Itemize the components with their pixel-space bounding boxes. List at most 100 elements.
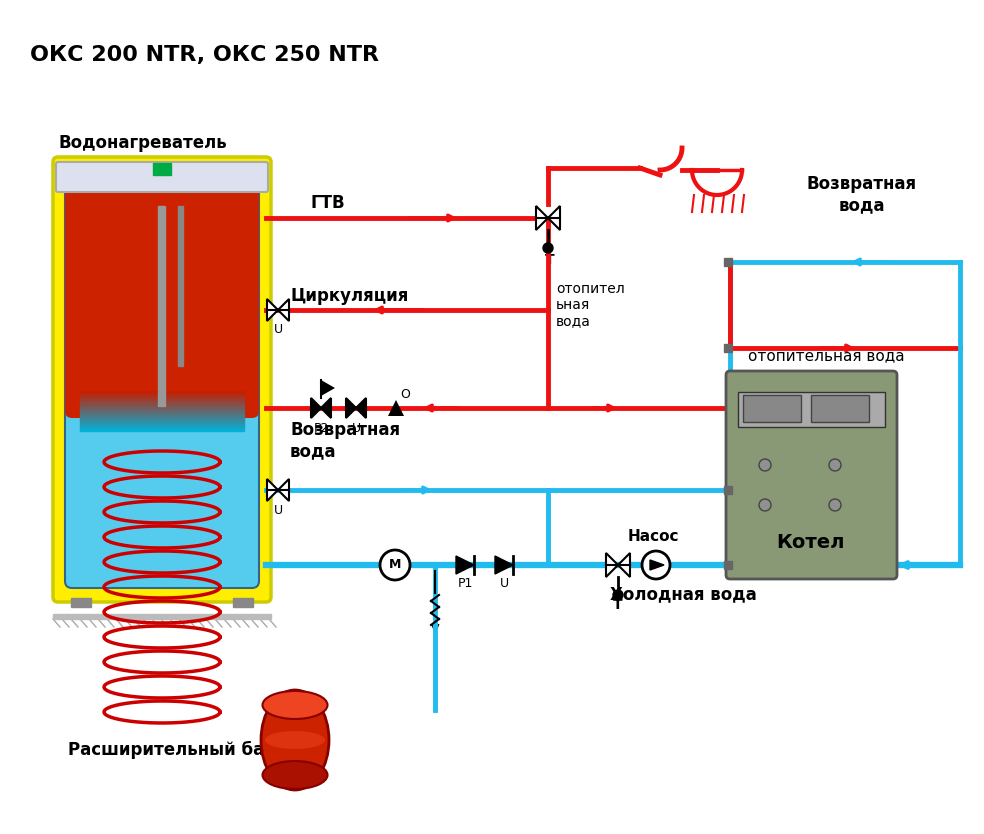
Bar <box>80 398 244 399</box>
Bar <box>80 429 244 430</box>
Polygon shape <box>536 206 548 230</box>
Text: P2: P2 <box>313 422 329 435</box>
Polygon shape <box>346 398 356 418</box>
Circle shape <box>380 550 410 580</box>
Polygon shape <box>356 398 366 418</box>
Polygon shape <box>650 560 664 570</box>
Text: Водонагреватель: Водонагреватель <box>58 134 226 152</box>
Bar <box>80 397 244 398</box>
Bar <box>80 400 244 401</box>
Bar <box>80 411 244 412</box>
Bar <box>158 206 165 406</box>
Bar <box>80 395 244 396</box>
Text: Котел: Котел <box>776 534 845 552</box>
Bar <box>724 344 732 352</box>
Bar <box>80 428 244 429</box>
Text: T: T <box>545 253 555 267</box>
Text: Расширительный бак: Расширительный бак <box>68 741 276 759</box>
Polygon shape <box>456 556 474 574</box>
Bar <box>80 417 244 418</box>
Bar <box>80 419 244 420</box>
Polygon shape <box>267 299 278 321</box>
Bar <box>738 392 885 427</box>
Bar <box>80 430 244 431</box>
Polygon shape <box>267 479 278 501</box>
Bar <box>80 401 244 402</box>
Text: Холодная вода: Холодная вода <box>610 585 757 603</box>
Text: U: U <box>274 323 282 336</box>
Bar <box>80 424 244 425</box>
Text: ГТВ: ГТВ <box>310 194 344 212</box>
Text: Возвратная
вода: Возвратная вода <box>807 175 917 214</box>
Text: ОКС 200 NTR, ОКС 250 NTR: ОКС 200 NTR, ОКС 250 NTR <box>30 45 379 65</box>
Bar <box>811 395 869 422</box>
Bar <box>80 392 244 393</box>
Bar <box>80 394 244 395</box>
Bar <box>80 402 244 403</box>
Bar <box>53 614 271 619</box>
Polygon shape <box>618 553 630 577</box>
Text: Возвратная
вода: Возвратная вода <box>290 421 400 460</box>
Polygon shape <box>311 398 321 418</box>
Circle shape <box>759 459 771 471</box>
Text: O: O <box>400 388 410 401</box>
Bar <box>80 406 244 407</box>
Circle shape <box>759 499 771 511</box>
Text: P1: P1 <box>458 577 472 590</box>
Polygon shape <box>321 398 331 418</box>
Bar <box>80 418 244 419</box>
Polygon shape <box>548 206 560 230</box>
Bar <box>80 415 244 416</box>
Text: отопител
ьная
вода: отопител ьная вода <box>556 282 625 329</box>
FancyBboxPatch shape <box>726 371 897 579</box>
Bar <box>233 598 253 607</box>
Bar <box>724 258 732 266</box>
Text: M: M <box>389 559 401 571</box>
Ellipse shape <box>263 761 328 789</box>
Text: Циркуляция: Циркуляция <box>290 287 408 305</box>
Bar <box>724 561 732 569</box>
Polygon shape <box>606 553 618 577</box>
Bar <box>80 421 244 422</box>
Polygon shape <box>495 556 513 574</box>
Text: U: U <box>274 504 282 517</box>
Bar <box>80 404 244 405</box>
Bar <box>80 393 244 394</box>
Polygon shape <box>278 299 289 321</box>
Bar <box>80 413 244 414</box>
Bar <box>153 163 171 175</box>
Bar <box>80 427 244 428</box>
FancyBboxPatch shape <box>65 171 259 588</box>
Bar <box>743 395 801 422</box>
Ellipse shape <box>261 690 329 790</box>
Ellipse shape <box>265 731 325 749</box>
Bar <box>80 396 244 397</box>
Bar <box>724 486 732 494</box>
Bar <box>80 405 244 406</box>
FancyBboxPatch shape <box>53 157 271 602</box>
Text: T: T <box>613 598 623 612</box>
Bar <box>80 407 244 408</box>
Polygon shape <box>388 400 404 416</box>
Bar <box>71 598 91 607</box>
Ellipse shape <box>263 691 328 719</box>
Text: Насос: Насос <box>627 529 679 544</box>
Bar <box>80 420 244 421</box>
Circle shape <box>829 499 841 511</box>
Text: V: V <box>431 623 439 636</box>
Circle shape <box>543 243 553 253</box>
Polygon shape <box>278 479 289 501</box>
Text: U: U <box>351 422 360 435</box>
Text: U: U <box>500 577 509 590</box>
FancyBboxPatch shape <box>56 162 268 192</box>
Bar <box>80 422 244 423</box>
Circle shape <box>613 590 623 600</box>
Bar <box>80 425 244 426</box>
Bar <box>80 403 244 404</box>
Bar <box>80 423 244 424</box>
Bar <box>80 399 244 400</box>
Bar <box>80 414 244 415</box>
Bar <box>80 409 244 410</box>
Bar <box>80 416 244 417</box>
Bar <box>80 391 244 392</box>
